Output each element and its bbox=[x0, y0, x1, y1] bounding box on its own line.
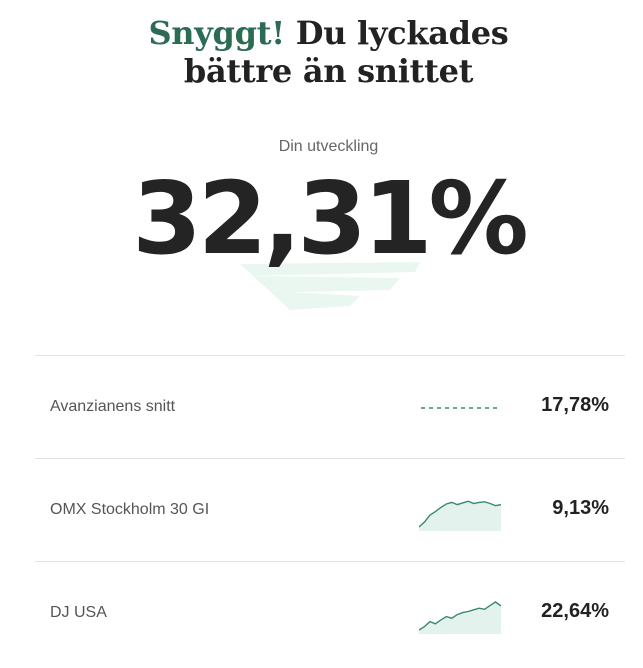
headline-line1-rest: Du lyckades bbox=[295, 14, 509, 52]
performance-block: 32,31% bbox=[0, 160, 643, 320]
comparison-row: OMX Stockholm 30 GI 9,13% bbox=[35, 458, 625, 561]
comparison-row: Avanzianens snitt 17,78% bbox=[35, 355, 625, 458]
headline-line2: bättre än snittet bbox=[183, 52, 474, 90]
comparison-row: DJ USA 22,64% bbox=[35, 561, 625, 664]
performance-label: Din utveckling bbox=[278, 138, 379, 155]
sparkline-line bbox=[419, 500, 501, 528]
sparkline-line bbox=[419, 601, 501, 631]
comparison-chart bbox=[421, 407, 499, 409]
comparison-value: 22,64% bbox=[541, 600, 609, 622]
comparison-chart bbox=[419, 500, 501, 531]
comparison-value: 17,78% bbox=[541, 394, 609, 416]
headline-accent: Snyggt! bbox=[148, 14, 285, 52]
comparison-value: 9,13% bbox=[552, 497, 609, 519]
comparison-label: Avanzianens snitt bbox=[50, 398, 176, 415]
headline: Snyggt! Du lyckades bättre än snittet bbox=[0, 14, 643, 90]
comparison-label: OMX Stockholm 30 GI bbox=[50, 501, 210, 518]
performance-value: 32,31% bbox=[132, 160, 529, 277]
sparkline-area bbox=[419, 602, 501, 634]
sparkline-area bbox=[419, 501, 501, 531]
comparison-chart bbox=[419, 601, 501, 634]
brush-stroke-decoration bbox=[240, 262, 420, 310]
comparison-label: DJ USA bbox=[50, 604, 107, 621]
comparison-list: Avanzianens snitt 17,78% OMX Stockholm 3… bbox=[35, 355, 625, 664]
